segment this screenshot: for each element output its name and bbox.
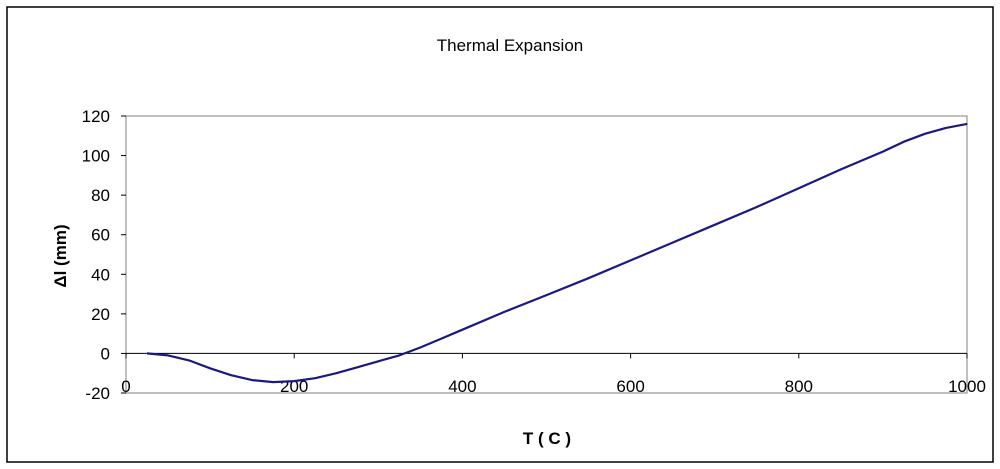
data-point bbox=[188, 359, 190, 361]
y-tick-label: 100 bbox=[82, 147, 110, 166]
data-point bbox=[461, 329, 463, 331]
y-axis-ticks: -20 0 20 40 60 80 100 120 bbox=[82, 107, 126, 403]
data-point bbox=[272, 381, 274, 383]
data-point bbox=[945, 127, 947, 129]
y-axis-label: Δl (mm) bbox=[51, 224, 70, 287]
y-tick-label: 120 bbox=[82, 107, 110, 126]
y-tick-label: 0 bbox=[101, 344, 110, 363]
data-point bbox=[146, 352, 148, 355]
y-tick-label: -20 bbox=[85, 384, 110, 403]
data-point bbox=[630, 259, 632, 262]
data-point bbox=[924, 133, 926, 135]
data-point bbox=[335, 372, 337, 374]
x-axis-label: T ( C ) bbox=[523, 429, 571, 448]
x-tick-label: 0 bbox=[121, 377, 130, 396]
data-point bbox=[545, 294, 548, 296]
data-point bbox=[503, 311, 506, 313]
x-tick-label: 600 bbox=[616, 377, 644, 396]
data-point bbox=[293, 380, 295, 382]
data-point bbox=[356, 366, 358, 368]
chart-title: Thermal Expansion bbox=[437, 36, 583, 55]
data-point bbox=[251, 379, 253, 381]
data-point bbox=[377, 360, 379, 362]
x-tick-label: 800 bbox=[785, 377, 813, 396]
data-point bbox=[314, 377, 316, 379]
y-tick-label: 20 bbox=[91, 305, 110, 324]
data-point bbox=[167, 354, 169, 357]
data-point bbox=[882, 151, 884, 153]
x-axis-ticks: 0 200 400 600 800 1000 bbox=[121, 353, 986, 396]
plot-area bbox=[125, 115, 968, 394]
y-tick-label: 80 bbox=[91, 186, 110, 205]
data-point bbox=[587, 277, 590, 279]
series-layer bbox=[146, 122, 968, 384]
y-tick-label: 60 bbox=[91, 226, 110, 245]
data-point bbox=[903, 141, 905, 143]
data-point bbox=[398, 354, 400, 357]
data-point bbox=[714, 224, 716, 226]
data-point bbox=[756, 206, 758, 208]
data-point bbox=[440, 337, 442, 340]
data-point bbox=[209, 367, 211, 369]
x-tick-label: 400 bbox=[448, 377, 476, 396]
x-tick-label: 1000 bbox=[948, 377, 986, 396]
data-point bbox=[672, 242, 674, 244]
y-tick-label: 40 bbox=[91, 265, 110, 284]
series-line bbox=[146, 122, 968, 384]
data-point bbox=[840, 168, 842, 171]
data-point bbox=[966, 123, 968, 125]
data-point bbox=[230, 374, 232, 376]
data-point bbox=[798, 187, 800, 189]
data-point bbox=[419, 346, 421, 349]
